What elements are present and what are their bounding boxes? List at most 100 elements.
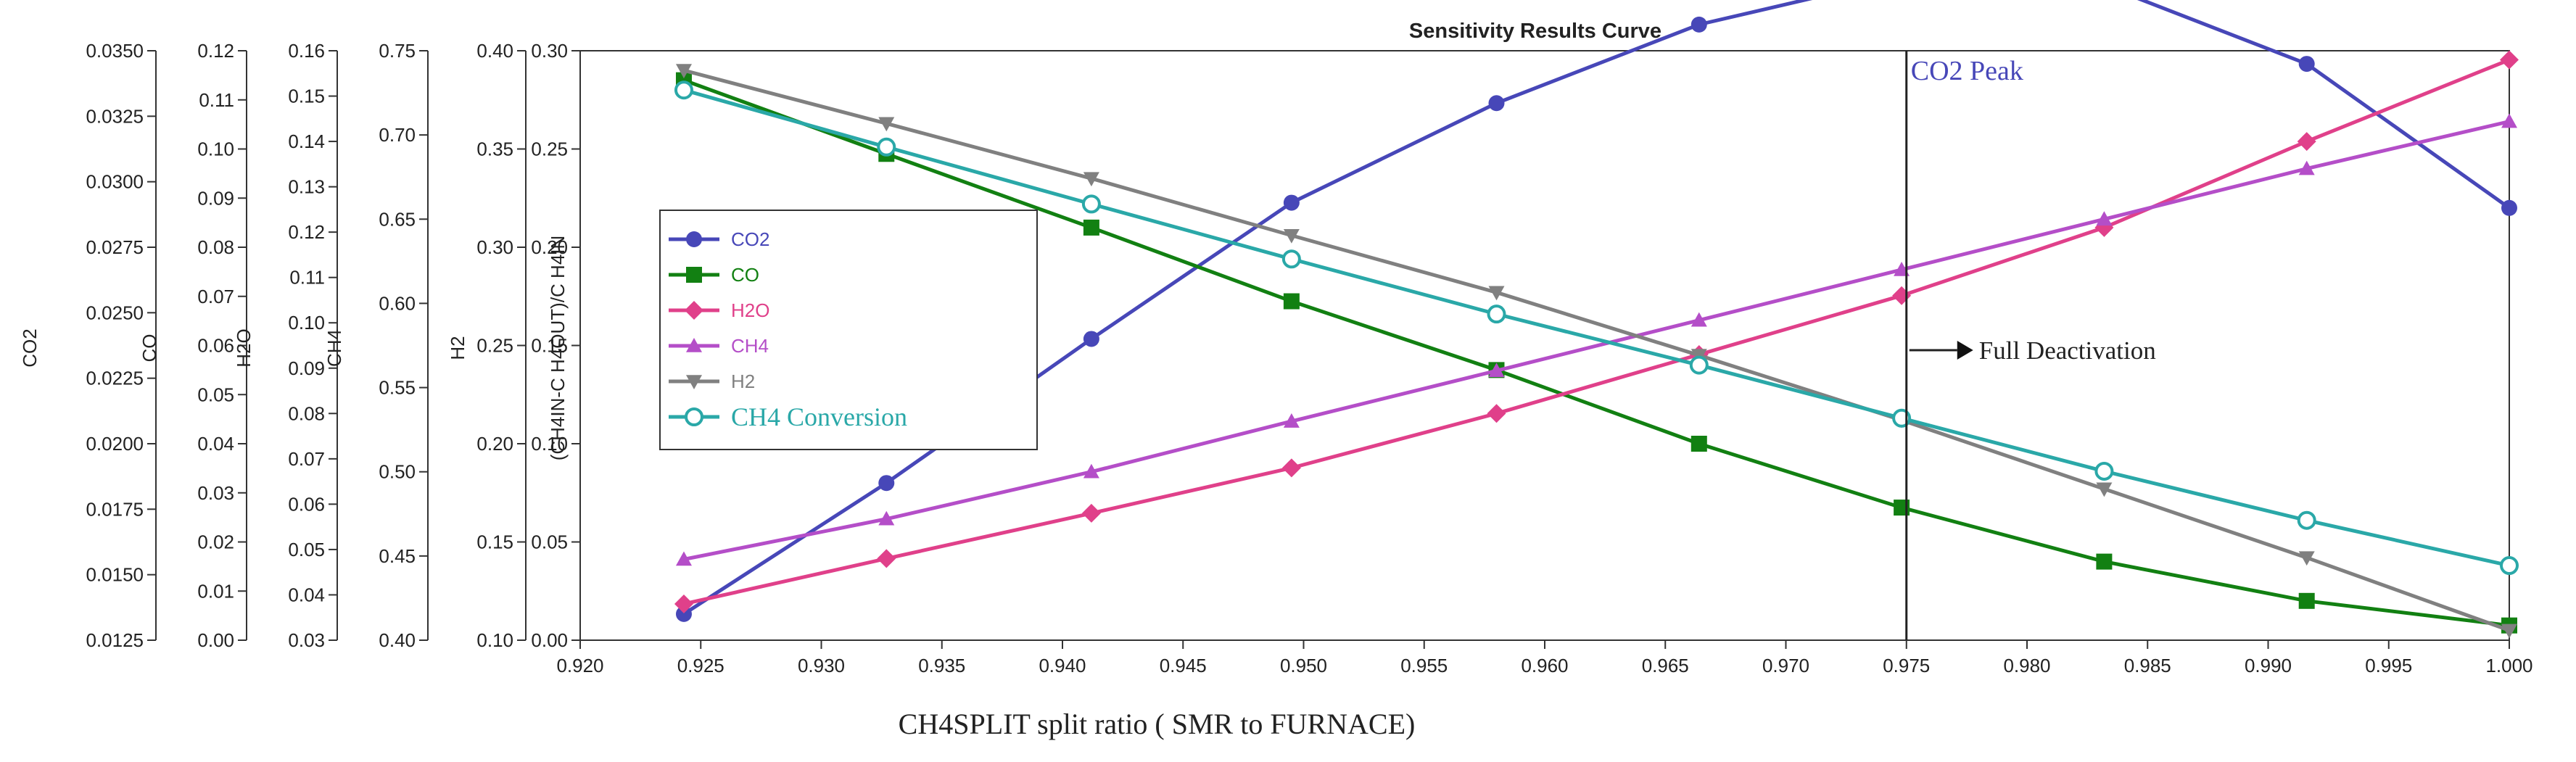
y-tick-label-h2o: 0.13 bbox=[288, 176, 325, 198]
x-tick-label: 0.960 bbox=[1521, 655, 1568, 676]
y-tick-label-co: 0.00 bbox=[197, 629, 234, 651]
data-point-ch4-conversion bbox=[877, 137, 896, 157]
data-point-ch4-conversion bbox=[674, 80, 693, 100]
legend-label: H2O bbox=[731, 299, 769, 321]
data-point-co bbox=[1690, 436, 1707, 452]
x-tick-label: 0.995 bbox=[2365, 655, 2412, 676]
legend-item: CH4 bbox=[669, 335, 769, 357]
legend-marker bbox=[685, 301, 703, 320]
data-point-co2 bbox=[878, 475, 895, 492]
data-point-ch4 bbox=[2096, 211, 2113, 226]
data-point-co bbox=[2298, 592, 2315, 609]
legend-label: H2 bbox=[731, 370, 755, 392]
data-point-ch4-conversion bbox=[1487, 305, 1506, 324]
peak-label: CO2 Peak bbox=[1911, 56, 2023, 86]
legend-item: CH4 Conversion bbox=[669, 402, 907, 431]
y-axes-group: 0.0125 0.0150 0.0175 0.0200 0.0225 0.0250 0.02… bbox=[19, 40, 580, 651]
data-point-co2 bbox=[1488, 95, 1505, 112]
y-tick-label-co2: 0.0300 bbox=[86, 171, 144, 193]
y-tick-label-h2o: 0.16 bbox=[288, 40, 325, 62]
data-point-h2 bbox=[1488, 286, 1505, 301]
x-axis-label: CH4SPLIT split ratio ( SMR to FURNACE) bbox=[899, 708, 1416, 740]
data-point-co2 bbox=[675, 605, 692, 622]
y-tick-label-co2: 0.0175 bbox=[86, 498, 144, 520]
data-point-co2 bbox=[1083, 331, 1099, 347]
data-point-ch4 bbox=[878, 510, 895, 526]
y-tick-label-conv: 0.15 bbox=[531, 335, 568, 357]
y-tick-label-co: 0.02 bbox=[197, 531, 234, 553]
y-tick-label-co: 0.01 bbox=[197, 580, 234, 602]
y-tick-label-co: 0.06 bbox=[197, 335, 234, 357]
legend-marker bbox=[685, 407, 703, 426]
y-tick-label-ch4: 0.60 bbox=[379, 292, 416, 314]
data-point-ch4-conversion bbox=[1689, 355, 1709, 375]
series-line-h2o bbox=[683, 58, 2510, 606]
y-tick-label-h2o: 0.12 bbox=[288, 221, 325, 243]
data-point-co2 bbox=[2298, 56, 2315, 73]
series-ch4-conversion bbox=[674, 80, 2519, 576]
data-point-ch4-conversion bbox=[1281, 249, 1301, 269]
x-tick-label: 0.920 bbox=[556, 655, 603, 676]
data-point-ch4 bbox=[675, 551, 692, 566]
x-tick-label: 0.980 bbox=[2003, 655, 2050, 676]
data-point-ch4-conversion bbox=[1081, 194, 1101, 214]
legend-item: CO2 bbox=[669, 228, 769, 250]
y-tick-label-co2: 0.0275 bbox=[86, 236, 144, 258]
data-point-ch4 bbox=[1083, 463, 1099, 479]
y-tick-label-h2: 0.10 bbox=[476, 629, 513, 651]
x-tick-label: 0.950 bbox=[1280, 655, 1327, 676]
y-tick-label-conv: 0.05 bbox=[531, 531, 568, 553]
series-line-ch4 bbox=[683, 120, 2510, 561]
series-line-ch4-conversion bbox=[683, 88, 2510, 568]
data-point-co bbox=[1283, 293, 1300, 310]
legend-label: CO bbox=[731, 264, 759, 286]
y-tick-label-h2: 0.30 bbox=[476, 236, 513, 258]
y-axis-h2: 0.10 0.15 0.20 0.25 0.30 0.35 0.40 H2 bbox=[447, 40, 527, 651]
y-tick-label-conv: 0.20 bbox=[531, 236, 568, 258]
data-point-h2o bbox=[1281, 458, 1301, 478]
data-point-h2 bbox=[2298, 551, 2315, 566]
data-point-h2 bbox=[878, 117, 895, 132]
legend-item: CO bbox=[669, 264, 759, 286]
y-tick-label-conv: 0.30 bbox=[531, 40, 568, 62]
x-tick-label: 0.930 bbox=[798, 655, 845, 676]
deactivation-arrow-head bbox=[1957, 341, 1973, 360]
y-tick-label-co: 0.12 bbox=[197, 40, 234, 62]
y-axis-title-conv: (CH4IN-C H4OUT)/C H4IN bbox=[547, 236, 569, 461]
y-axis-ch4: 0.40 0.45 0.50 0.55 0.60 0.65 0.70 0.75 CH4 bbox=[323, 40, 429, 651]
x-tick-label: 1.000 bbox=[2485, 655, 2532, 676]
x-tick-label: 0.945 bbox=[1160, 655, 1207, 676]
series-line-co bbox=[683, 78, 2510, 628]
y-tick-label-co2: 0.0200 bbox=[86, 433, 144, 455]
data-point-ch4 bbox=[2501, 113, 2517, 128]
legend-box bbox=[659, 210, 1038, 450]
y-tick-label-h2: 0.40 bbox=[476, 40, 513, 62]
plot-area: 0.920 0.925 0.930 0.935 0.940 0.945 0.950 0.955… bbox=[556, 50, 2533, 676]
y-tick-label-co: 0.05 bbox=[197, 384, 234, 405]
data-point-ch4-conversion bbox=[2297, 510, 2316, 530]
y-tick-label-co: 0.03 bbox=[197, 482, 234, 504]
data-point-h2o bbox=[877, 549, 896, 568]
y-tick-label-co2: 0.0325 bbox=[86, 105, 144, 127]
y-tick-label-h2o: 0.14 bbox=[288, 131, 325, 152]
legend-marker bbox=[686, 231, 702, 247]
x-tick-label: 0.990 bbox=[2245, 655, 2292, 676]
y-tick-label-h2o: 0.15 bbox=[288, 86, 325, 107]
y-axis-title-co2: CO2 bbox=[19, 328, 41, 367]
data-point-h2o bbox=[674, 594, 693, 613]
y-axis-title-co: CO bbox=[139, 334, 160, 363]
data-point-co2 bbox=[1690, 16, 1707, 33]
data-point-h2o bbox=[1892, 286, 1912, 305]
x-tick-label: 0.970 bbox=[1762, 655, 1809, 676]
y-tick-label-co: 0.07 bbox=[197, 286, 234, 307]
legend: CO2 CO H2O CH4 H2 CH4 Conversion bbox=[659, 210, 1038, 450]
y-tick-label-co: 0.10 bbox=[197, 138, 234, 160]
y-tick-label-ch4: 0.45 bbox=[379, 545, 416, 567]
x-tick-label: 0.935 bbox=[918, 655, 965, 676]
y-tick-label-h2o: 0.05 bbox=[288, 539, 325, 560]
series-ch4 bbox=[675, 113, 2517, 566]
legend-label: CO2 bbox=[731, 228, 769, 250]
data-point-ch4 bbox=[1690, 312, 1707, 327]
y-tick-label-co2: 0.0150 bbox=[86, 564, 144, 586]
